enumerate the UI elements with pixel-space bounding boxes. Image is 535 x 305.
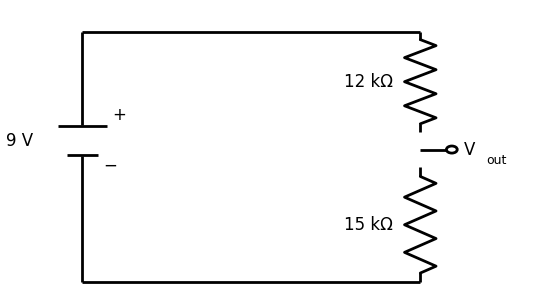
Text: −: − [104, 157, 117, 175]
Text: 15 kΩ: 15 kΩ [345, 216, 393, 234]
Text: out: out [486, 154, 507, 167]
Text: 9 V: 9 V [6, 132, 33, 150]
Circle shape [446, 146, 457, 153]
Text: 12 kΩ: 12 kΩ [344, 73, 393, 91]
Text: +: + [112, 106, 126, 124]
Text: V: V [464, 141, 476, 159]
